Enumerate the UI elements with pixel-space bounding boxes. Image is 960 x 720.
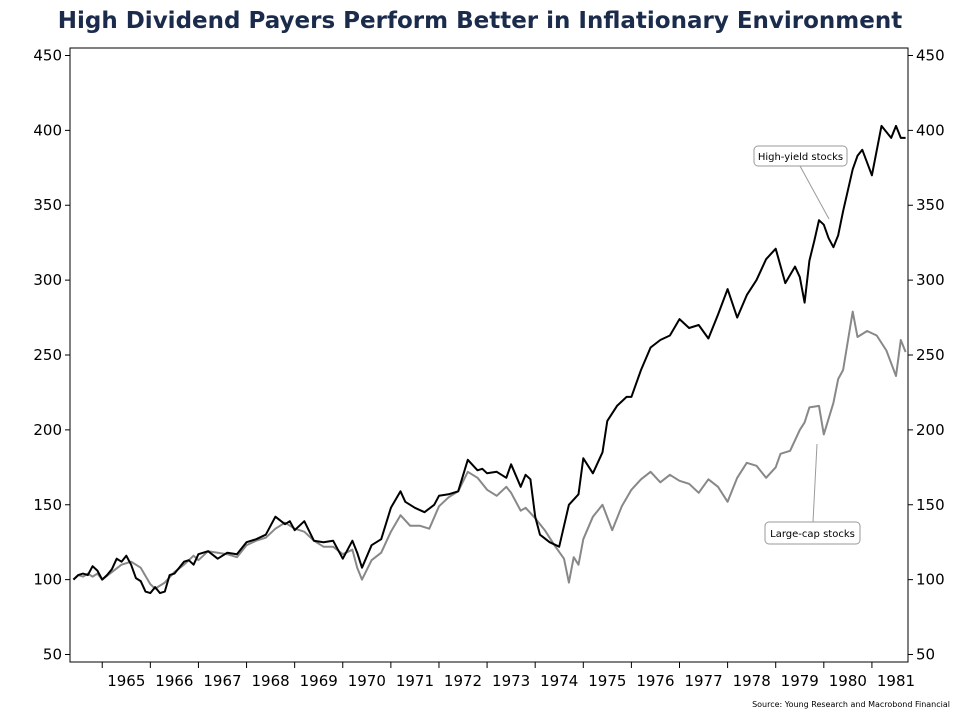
x-axis: 1965 1966 1967 1968 1969 1970 1971 1972 1973 1974… (101, 662, 915, 690)
y-tick-label-right: 100 (916, 571, 945, 589)
x-tick-label: 1977 (684, 672, 722, 690)
series-callouts: High-yield stocks Large-cap stocks (753, 145, 861, 545)
x-tick-label: 1968 (252, 672, 290, 690)
x-tick-label: 1966 (155, 672, 193, 690)
y-tick-label-right: 50 (916, 646, 935, 664)
x-tick-label: 1965 (107, 672, 145, 690)
x-tick-label: 1971 (396, 672, 434, 690)
callout-label-large-cap-stocks: Large-cap stocks (770, 529, 855, 540)
x-tick-label: 1978 (733, 672, 771, 690)
y-tick-label-right: 150 (916, 496, 945, 514)
y-tick-label-right: 450 (916, 46, 945, 64)
x-tick-label: 1974 (540, 672, 578, 690)
callout-box-large-cap-stocks (764, 521, 861, 545)
callout-leader-large-cap-stocks (812, 443, 818, 523)
y-axis-right: 50 100 150 200 250 300 350 400 450 (908, 46, 945, 664)
y-tick-label-right: 250 (916, 346, 945, 364)
source-note: Source: Young Research and Macrobond Fin… (752, 700, 950, 709)
y-tick-label-left: 350 (33, 196, 62, 214)
y-tick-label-right: 350 (916, 196, 945, 214)
chart-title: High Dividend Payers Perform Better in I… (57, 8, 903, 34)
x-tick-label: 1976 (636, 672, 674, 690)
y-tick-label-right: 200 (916, 421, 945, 439)
y-tick-label-right: 400 (916, 121, 945, 139)
x-tick-label: 1970 (348, 672, 386, 690)
x-tick-label: 1981 (877, 672, 915, 690)
x-tick-label: 1972 (444, 672, 482, 690)
x-tick-label: 1980 (829, 672, 867, 690)
y-tick-label-right: 300 (916, 271, 945, 289)
y-tick-label-left: 200 (33, 421, 62, 439)
plot-border (69, 47, 909, 663)
y-tick-label-left: 300 (33, 271, 62, 289)
series-line-high-yield-stocks (72, 124, 906, 595)
callout-leader-high-yield-stocks (799, 165, 830, 220)
callout-box-high-yield-stocks (753, 145, 848, 167)
y-tick-label-left: 100 (33, 571, 62, 589)
series-lines (72, 124, 907, 595)
x-tick-label: 1979 (781, 672, 819, 690)
y-tick-label-left: 400 (33, 121, 62, 139)
plot-frame (69, 47, 909, 663)
y-axis-left: 50 100 150 200 250 300 350 400 450 (33, 46, 70, 664)
y-tick-label-left: 50 (43, 646, 62, 664)
series-line-large-cap-stocks (72, 310, 907, 590)
y-tick-label-left: 250 (33, 346, 62, 364)
y-tick-label-left: 450 (33, 46, 62, 64)
x-tick-label: 1969 (300, 672, 338, 690)
callout-label-high-yield-stocks: High-yield stocks (758, 152, 843, 163)
y-tick-label-left: 150 (33, 496, 62, 514)
x-tick-label: 1975 (588, 672, 626, 690)
x-tick-label: 1973 (492, 672, 530, 690)
x-tick-label: 1967 (203, 672, 241, 690)
